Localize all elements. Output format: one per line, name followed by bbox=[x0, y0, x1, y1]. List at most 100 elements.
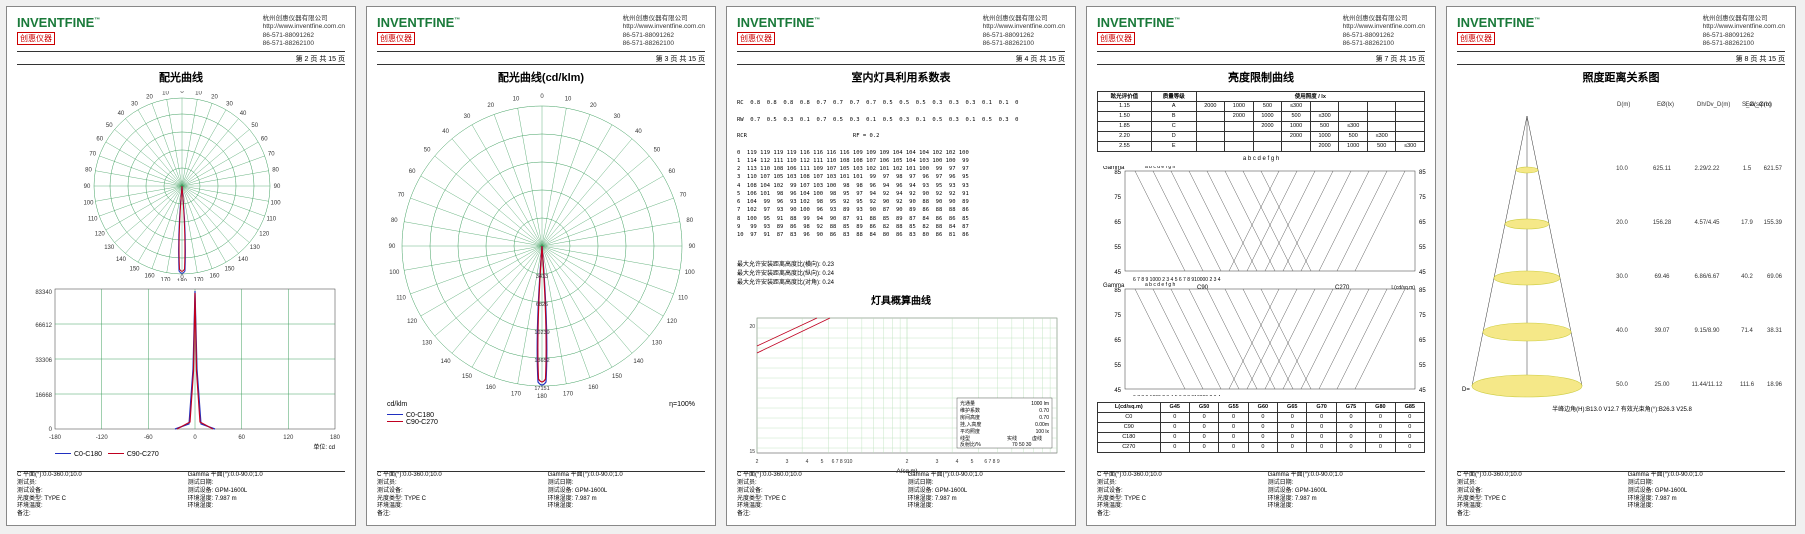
svg-text:Gamma: Gamma bbox=[1103, 166, 1125, 171]
svg-text:挂,入高度: 挂,入高度 bbox=[960, 421, 981, 428]
svg-text:70: 70 bbox=[398, 192, 405, 198]
legend: C0-C180 C90-C270 bbox=[387, 412, 705, 426]
svg-text:6826: 6826 bbox=[536, 302, 548, 308]
svg-text:9.15/8.90: 9.15/8.90 bbox=[1694, 328, 1720, 334]
svg-text:11.44/11.12: 11.44/11.12 bbox=[1692, 382, 1723, 388]
svg-text:69.06: 69.06 bbox=[1767, 274, 1783, 280]
svg-text:39.07: 39.07 bbox=[1654, 328, 1670, 334]
svg-text:70 50 30: 70 50 30 bbox=[1012, 442, 1032, 448]
svg-text:50: 50 bbox=[654, 147, 661, 153]
svg-text:80: 80 bbox=[272, 167, 279, 173]
svg-text:C90: C90 bbox=[1197, 285, 1209, 291]
svg-text:40: 40 bbox=[442, 129, 449, 135]
svg-text:16668: 16668 bbox=[35, 393, 52, 399]
svg-text:70: 70 bbox=[89, 151, 96, 157]
svg-text:20: 20 bbox=[211, 94, 218, 100]
svg-text:120: 120 bbox=[95, 231, 106, 237]
svg-text:10: 10 bbox=[162, 91, 169, 96]
header: INVENTFINE™ 创惠仪器 杭州创惠仪器有限公司http://www.in… bbox=[17, 15, 345, 52]
svg-text:6.86/6.67: 6.86/6.67 bbox=[1694, 274, 1720, 280]
page-2: INVENTFINE™ 创惠仪器 杭州创惠仪器有限公司http://www.in… bbox=[6, 6, 356, 526]
svg-text:140: 140 bbox=[633, 359, 644, 365]
svg-text:0: 0 bbox=[49, 427, 53, 433]
svg-text:45: 45 bbox=[1114, 388, 1121, 394]
svg-text:6 7 8 9 1000 2 3: 6 7 8 9 1000 2 3 4 5 6 7 8 910000 2 3 4 bbox=[1133, 395, 1221, 396]
page-4: INVENTFINE™创惠仪器 杭州创惠仪器有限公司http://www.inv… bbox=[726, 6, 1076, 526]
svg-text:3: 3 bbox=[786, 459, 789, 465]
page-title: 亮度限制曲线 bbox=[1097, 69, 1425, 85]
svg-text:5: 5 bbox=[821, 459, 824, 465]
svg-text:30.0: 30.0 bbox=[1616, 274, 1628, 280]
svg-text:150: 150 bbox=[612, 374, 623, 380]
svg-text:621.57: 621.57 bbox=[1764, 166, 1783, 172]
svg-text:110: 110 bbox=[266, 216, 276, 222]
svg-text:160: 160 bbox=[145, 273, 156, 279]
svg-text:17.9: 17.9 bbox=[1741, 220, 1753, 226]
page-number: 第 3 页 共 15 页 bbox=[377, 54, 705, 65]
polar-chart-large: 0102030405060708090100110120130140150160… bbox=[377, 91, 705, 401]
svg-text:4: 4 bbox=[806, 459, 809, 465]
svg-text:90: 90 bbox=[389, 244, 396, 250]
svg-text:20: 20 bbox=[487, 103, 494, 109]
svg-text:55: 55 bbox=[1114, 245, 1121, 251]
svg-text:150: 150 bbox=[224, 266, 235, 272]
svg-text:45: 45 bbox=[1419, 388, 1426, 394]
svg-text:65: 65 bbox=[1419, 220, 1426, 226]
svg-text:45: 45 bbox=[1419, 270, 1426, 276]
svg-text:0: 0 bbox=[180, 91, 184, 95]
header: INVENTFINE™创惠仪器 杭州创惠仪器有限公司http://www.inv… bbox=[1097, 15, 1425, 52]
svg-text:反射比/%: 反射比/% bbox=[960, 441, 981, 448]
svg-text:90: 90 bbox=[84, 184, 91, 190]
svg-text:100: 100 bbox=[685, 270, 696, 276]
svg-text:55: 55 bbox=[1419, 245, 1426, 251]
svg-text:L(cd/sq.m): L(cd/sq.m) bbox=[1391, 285, 1415, 291]
notes: 最大允许安装距离高度比(横向): 0.23最大允许安装距离高度比(纵向): 0.… bbox=[737, 259, 1065, 286]
footer: C 平面(°):0.0-360.0;10.0测试员:测试设备:光度类型: TYP… bbox=[377, 469, 705, 519]
svg-text:100: 100 bbox=[83, 200, 94, 206]
svg-text:110: 110 bbox=[678, 295, 688, 301]
svg-text:17151: 17151 bbox=[534, 386, 549, 392]
svg-text:3: 3 bbox=[936, 459, 939, 465]
svg-text:40: 40 bbox=[635, 129, 642, 135]
svg-text:4.57/4.45: 4.57/4.45 bbox=[1694, 220, 1720, 226]
svg-text:140: 140 bbox=[238, 257, 249, 263]
svg-text:6 7 8 910: 6 7 8 910 bbox=[832, 459, 853, 465]
svg-text:80: 80 bbox=[85, 167, 92, 173]
svg-text:6 7 8 9: 6 7 8 9 bbox=[984, 459, 1000, 465]
svg-text:170: 170 bbox=[511, 391, 522, 397]
svg-text:2.29/2.22: 2.29/2.22 bbox=[1694, 166, 1720, 172]
svg-text:130: 130 bbox=[652, 340, 663, 346]
svg-text:50.0: 50.0 bbox=[1616, 382, 1628, 388]
svg-text:1000 lm: 1000 lm bbox=[1031, 401, 1049, 407]
svg-text:0.70: 0.70 bbox=[1039, 408, 1049, 414]
svg-text:半峰边角(H):B13.0 V12.7 有效光束角(°):: 半峰边角(H):B13.0 V12.7 有效光束角(°):B26.3 V25.8 bbox=[1552, 405, 1692, 413]
page-8: INVENTFINE™创惠仪器 杭州创惠仪器有限公司http://www.inv… bbox=[1446, 6, 1796, 526]
svg-text:13652: 13652 bbox=[534, 358, 549, 364]
svg-text:65: 65 bbox=[1114, 220, 1121, 226]
svg-text:150: 150 bbox=[129, 266, 140, 272]
svg-text:111.6: 111.6 bbox=[1740, 382, 1755, 388]
svg-text:150: 150 bbox=[462, 374, 473, 380]
svg-text:180: 180 bbox=[537, 394, 548, 400]
letter-row: a b c d e f g h bbox=[1097, 156, 1425, 162]
svg-text:20: 20 bbox=[749, 324, 755, 330]
svg-text:80: 80 bbox=[391, 218, 398, 224]
page-number: 第 7 页 共 15 页 bbox=[1097, 54, 1425, 65]
svg-text:160: 160 bbox=[486, 385, 497, 391]
svg-text:70: 70 bbox=[268, 151, 275, 157]
svg-text:60: 60 bbox=[96, 136, 103, 142]
svg-text:4: 4 bbox=[956, 459, 959, 465]
svg-text:140: 140 bbox=[116, 257, 127, 263]
chart-footer: cd/klmη=100% bbox=[377, 401, 705, 408]
svg-text:110: 110 bbox=[396, 295, 406, 301]
svg-text:0: 0 bbox=[193, 435, 197, 441]
page-number: 第 4 页 共 15 页 bbox=[737, 54, 1065, 65]
svg-text:30: 30 bbox=[131, 101, 138, 107]
svg-text:50: 50 bbox=[424, 147, 431, 153]
svg-text:Eav_Ø(lx): Eav_Ø(lx) bbox=[1745, 102, 1772, 108]
svg-text:20.0: 20.0 bbox=[1616, 220, 1628, 226]
svg-text:Dh/Dv_D(m): Dh/Dv_D(m) bbox=[1697, 102, 1730, 108]
footer: C 平面(°):0.0-360.0;10.0测试员:测试设备:光度类型: TYP… bbox=[1097, 469, 1425, 519]
svg-text:虚线: 虚线 bbox=[1032, 435, 1042, 442]
svg-text:130: 130 bbox=[250, 245, 261, 251]
